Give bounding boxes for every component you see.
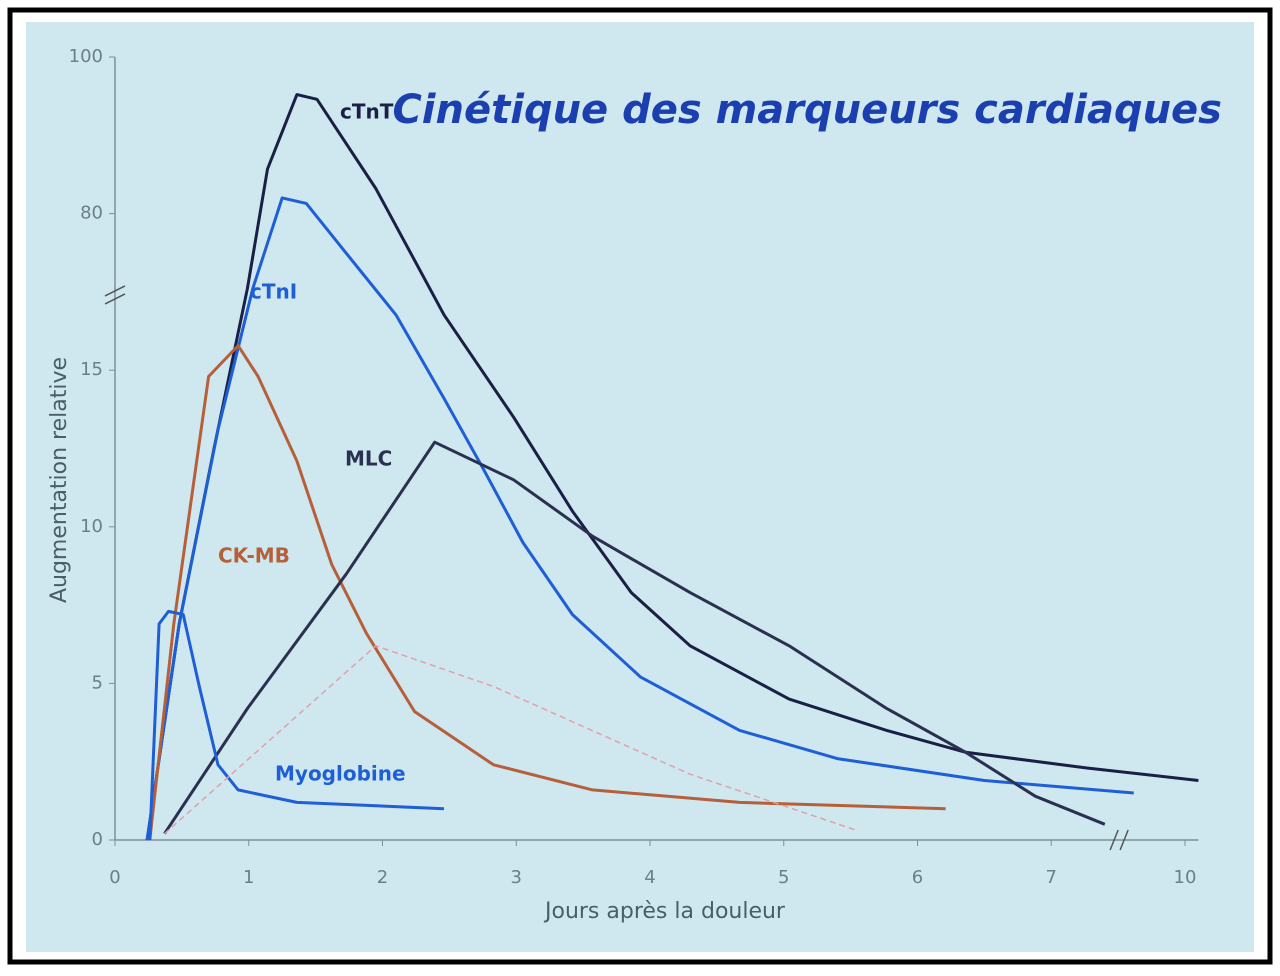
series-label: cTnT xyxy=(340,100,394,124)
y-axis-label: Augmentation relative xyxy=(47,357,72,603)
y-tick-label: 10 xyxy=(80,516,103,537)
x-tick-label: 5 xyxy=(778,867,789,888)
x-tick-label: 1 xyxy=(243,867,254,888)
x-tick-label: 0 xyxy=(109,867,120,888)
plot-background xyxy=(26,22,1254,952)
x-tick-label: 6 xyxy=(912,867,923,888)
series-line xyxy=(145,196,1134,841)
y-tick-label: 15 xyxy=(80,359,103,380)
chart-title: Cinétique des marqueurs cardiaques xyxy=(392,87,1222,133)
series-line xyxy=(164,645,858,835)
x-tick-label: 10 xyxy=(1174,867,1197,888)
x-tick-label: 2 xyxy=(377,867,388,888)
series-line xyxy=(148,344,946,841)
y-tick-label: 80 xyxy=(80,203,103,224)
series-line xyxy=(148,609,445,841)
x-axis-label: Jours après la douleur xyxy=(543,899,786,924)
x-tick-label: 3 xyxy=(511,867,522,888)
series-label: Myoglobine xyxy=(275,762,406,786)
y-tick-label: 5 xyxy=(92,672,103,693)
y-tick-label: 100 xyxy=(69,46,103,67)
series-label: MLC xyxy=(345,447,392,471)
series-label: CK-MB xyxy=(218,544,290,568)
y-axis-break xyxy=(104,285,126,305)
x-tick-label: 4 xyxy=(644,867,655,888)
x-axis-break xyxy=(1109,829,1129,851)
x-tick-label: 7 xyxy=(1046,867,1057,888)
series-line xyxy=(145,93,1199,841)
series-line xyxy=(163,440,1106,835)
y-tick-label: 0 xyxy=(92,829,103,850)
series-label: cTnI xyxy=(250,280,297,304)
frame xyxy=(7,7,1273,965)
